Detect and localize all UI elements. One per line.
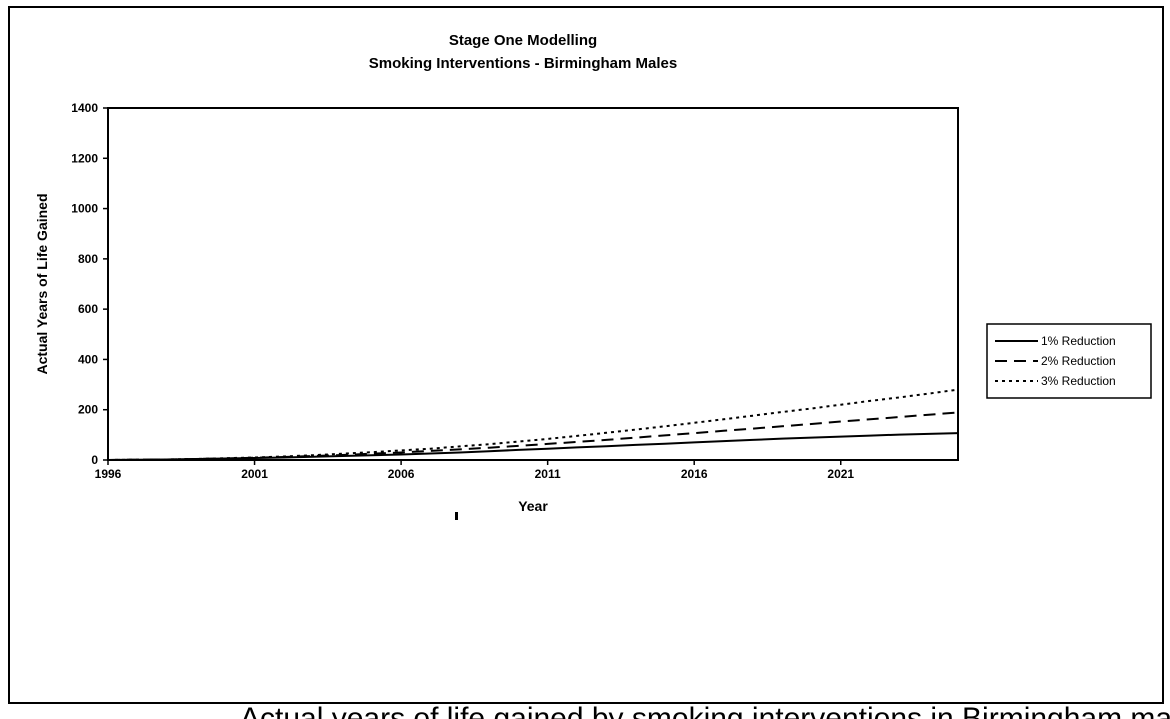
x-tick-label: 2011 — [535, 467, 561, 481]
x-axis-title: Year — [518, 498, 548, 514]
y-tick-label: 800 — [78, 252, 98, 266]
legend-label: 3% Reduction — [1041, 374, 1116, 388]
y-tick-label: 600 — [78, 302, 98, 316]
y-tick-label: 200 — [78, 403, 98, 417]
y-tick-label: 1200 — [71, 151, 98, 165]
x-tick-label: 2021 — [827, 467, 854, 481]
x-tick-label: 1996 — [95, 467, 122, 481]
y-axis-title: Actual Years of Life Gained — [34, 193, 50, 374]
y-tick-label: 1400 — [71, 101, 98, 115]
y-axis-ticks: 0 200 400 600 800 1000 1200 1400 — [71, 101, 108, 467]
y-tick-label: 0 — [91, 453, 98, 467]
cutoff-caption: Actual years of life gained by smoking i… — [240, 702, 1170, 719]
legend-label: 2% Reduction — [1041, 354, 1116, 368]
y-tick-label: 1000 — [71, 202, 98, 216]
legend: 1% Reduction 2% Reduction 3% Reduction — [986, 323, 1152, 399]
x-tick-label: 2006 — [388, 467, 415, 481]
series-lines — [107, 388, 959, 461]
x-tick-label: 2016 — [681, 467, 708, 481]
plot-area — [107, 107, 959, 461]
stray-mark — [455, 512, 458, 520]
x-tick-label: 2001 — [241, 467, 268, 481]
x-axis-ticks: 1996 2001 2006 2011 2016 2021 — [95, 460, 854, 481]
legend-label: 1% Reduction — [1041, 334, 1116, 348]
chart-title: Stage One Modelling — [449, 32, 597, 49]
chart-subtitle: Smoking Interventions - Birmingham Males — [369, 55, 677, 72]
series-line-3 — [107, 388, 959, 461]
y-tick-label: 400 — [78, 352, 98, 366]
